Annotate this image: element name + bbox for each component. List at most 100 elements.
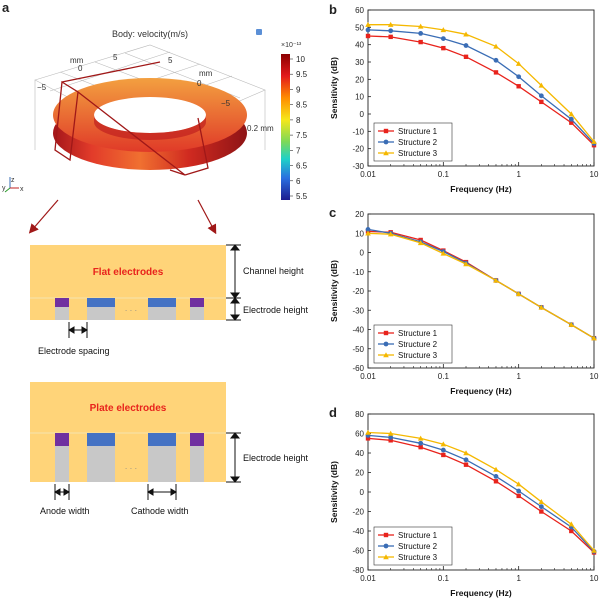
y-tick-label: -60	[352, 547, 364, 556]
colorbar-exponent: ×10⁻¹³	[281, 42, 302, 49]
data-point	[591, 335, 597, 341]
x-tick-label: 0.01	[360, 372, 376, 381]
y-axis-label: Sensitivity (dB)	[329, 57, 339, 119]
chart-d: -80 -60 -40 -20 0 20 40 60 80 0.01 0.1 1 10 Frequency…	[329, 410, 599, 598]
data-point	[365, 21, 371, 27]
y-tick-label: -20	[352, 287, 364, 296]
axis-tick-zero-right: 0	[197, 79, 202, 88]
panel-a-illustration: Body: velocity(m/s) mm 0 −5 5 5 mm 0 −5 …	[2, 29, 309, 516]
data-point	[418, 39, 423, 45]
y-tick-label: 40	[355, 449, 364, 458]
flat-dots: · · ·	[125, 306, 137, 315]
colorbar	[281, 54, 290, 200]
data-point	[440, 36, 446, 41]
data-point	[417, 435, 424, 441]
y-tick-label: 0	[360, 110, 365, 119]
data-point	[463, 43, 469, 48]
axis-tick-5-top-left: 5	[113, 53, 118, 62]
body-velocity-title: Body: velocity(m/s)	[112, 29, 188, 39]
legend-label: Structure 3	[398, 351, 438, 360]
plate-electrodes-diagram	[30, 382, 226, 482]
legend-label: Structure 1	[398, 329, 438, 338]
legend-marker	[383, 341, 389, 347]
data-point	[515, 291, 522, 297]
y-tick-label: -80	[352, 566, 364, 575]
legend-label: Structure 3	[398, 553, 438, 562]
cathode-width-label: Cathode width	[131, 506, 189, 516]
data-point	[387, 231, 394, 237]
colorbar-tick-label: 10	[296, 55, 305, 64]
data-point	[463, 462, 469, 467]
data-point	[388, 34, 393, 40]
panel-label-d: d	[329, 405, 337, 420]
data-point	[516, 488, 522, 494]
axis-label-mm-right: mm	[199, 69, 213, 78]
data-point	[417, 23, 424, 29]
triad-z-label: z	[11, 177, 15, 184]
y-tick-label: -40	[352, 326, 364, 335]
data-point	[418, 440, 424, 446]
legend-marker	[383, 128, 389, 134]
legend-label: Structure 1	[398, 127, 438, 136]
data-point	[568, 111, 575, 117]
data-point	[418, 31, 424, 36]
y-axis-label: Sensitivity (dB)	[329, 461, 339, 523]
data-point	[388, 435, 394, 440]
y-tick-label: 20	[355, 210, 364, 219]
x-axis-label: Frequency (Hz)	[450, 184, 512, 194]
y-tick-label: 10	[355, 229, 364, 238]
flat-cathode-1	[87, 298, 115, 307]
legend-marker	[383, 554, 389, 560]
legend-marker	[383, 352, 389, 358]
y-tick-label: 10	[355, 93, 364, 102]
y-tick-label: -50	[352, 345, 364, 354]
plate-anode-1	[55, 433, 69, 446]
data-point	[365, 436, 371, 441]
data-point	[441, 45, 446, 51]
data-point	[493, 57, 499, 63]
y-tick-label: -20	[352, 508, 364, 517]
legend-label: Structure 3	[398, 149, 438, 158]
flat-dimension-lines	[68, 244, 241, 338]
plate-dimension-lines	[54, 432, 241, 500]
y-tick-label: 60	[355, 430, 364, 439]
data-point	[365, 230, 371, 236]
data-point	[365, 227, 371, 232]
x-axis-label: Frequency (Hz)	[450, 386, 512, 396]
data-point	[493, 70, 499, 75]
data-point	[569, 528, 574, 534]
colorbar-tick-label: 7	[296, 146, 301, 155]
data-point	[441, 452, 446, 458]
legend-label: Structure 2	[398, 340, 438, 349]
flat-anode-2	[190, 298, 204, 307]
y-tick-label: 30	[355, 58, 364, 67]
chart-b: -30 -20 -10 0 10 20 30 40 50 60 0.01 0.1 1 10 Frequenc…	[329, 6, 599, 194]
data-point	[365, 33, 371, 39]
flat-electrode-height-label: Electrode height	[243, 305, 309, 315]
y-tick-label: -40	[352, 527, 364, 536]
colorbar-tick-label: 9.5	[296, 70, 308, 79]
axis-tick-neg5-left: −5	[37, 83, 47, 92]
x-tick-label: 0.01	[360, 574, 376, 583]
data-point	[538, 304, 545, 310]
data-point	[538, 504, 544, 510]
data-point	[463, 457, 469, 463]
x-tick-label: 0.1	[438, 372, 450, 381]
data-point	[440, 447, 446, 453]
x-tick-label: 0.01	[360, 170, 376, 179]
panel-label-c: c	[329, 205, 337, 220]
x-tick-label: 0.1	[438, 574, 450, 583]
legend-marker	[383, 330, 389, 336]
data-point	[440, 27, 447, 33]
plate-cathode-1	[87, 433, 115, 446]
y-tick-label: 0	[360, 488, 365, 497]
series-line	[367, 228, 595, 339]
y-tick-label: -20	[352, 145, 364, 154]
flat-anode-1	[55, 298, 69, 307]
data-point	[463, 54, 469, 59]
plot-frame	[367, 9, 595, 167]
series-line	[367, 437, 595, 553]
data-point	[387, 21, 394, 27]
axis-label-0.2mm: 0.2 mm	[247, 124, 274, 133]
y-tick-label: 40	[355, 41, 364, 50]
